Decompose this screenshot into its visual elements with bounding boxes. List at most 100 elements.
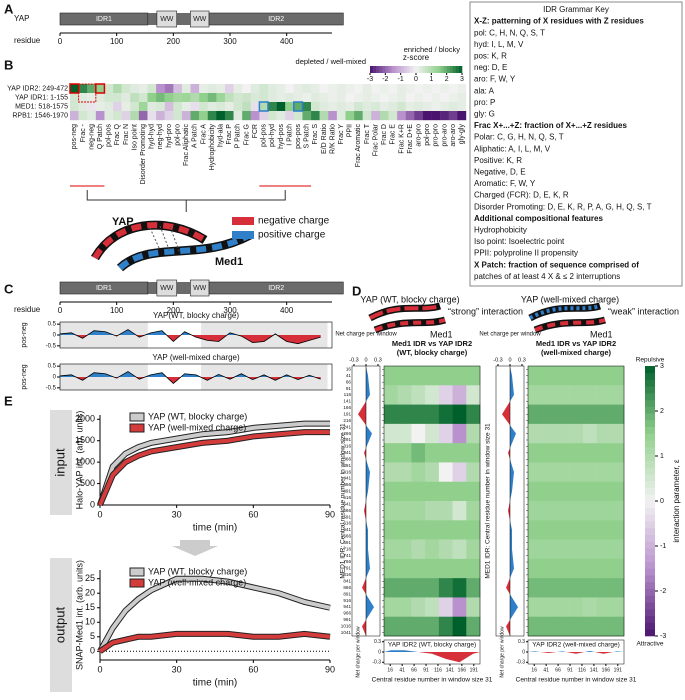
heat-cell — [397, 501, 412, 521]
heat-cell — [384, 616, 399, 637]
colorbar-step — [455, 66, 460, 73]
colorbar-step — [645, 602, 655, 610]
colorbar-step — [645, 447, 655, 455]
heat-cell — [569, 597, 584, 618]
heat-cell — [121, 93, 131, 103]
column-label: Frac Y — [338, 124, 345, 145]
heat-cell — [555, 616, 570, 637]
y-tick-label: 0 — [53, 333, 57, 339]
heat-cell — [397, 84, 406, 94]
y-axis-label: MED1 IDR: Central residue number in wind… — [340, 423, 347, 579]
y-tick-label: 291 — [343, 437, 351, 442]
column-label: R/K Ratio — [329, 124, 336, 154]
colorbar-tick-label: -3 — [367, 76, 373, 83]
heat-cell — [528, 616, 543, 637]
heat-cell — [311, 93, 320, 103]
colorbar-step — [645, 622, 655, 630]
heat-cell — [569, 462, 584, 483]
colorbar-tick-label: 1 — [429, 76, 433, 83]
colorbar-title: z-score — [403, 53, 430, 62]
heat-cell — [173, 84, 183, 94]
plot-frame — [527, 365, 625, 637]
y-tick-label: -0.5 — [46, 385, 57, 391]
y-tick-label: 366 — [343, 456, 351, 461]
legend-label: positive charge — [258, 230, 326, 241]
key-line: Polar: C, G, H, N, Q, S, T — [474, 133, 564, 142]
y-tick-label: 25 — [85, 573, 95, 583]
y-tick-label: 10 — [85, 617, 95, 627]
heat-cell — [596, 366, 611, 386]
legend-swatch — [232, 217, 254, 225]
heat-cell — [448, 111, 458, 121]
profile-tick-label: -0.3 — [516, 660, 525, 666]
heat-cell — [121, 111, 131, 121]
key-line: Charged (FCR): D, E, K, R — [474, 191, 569, 200]
heat-cell — [384, 578, 399, 598]
heat-cell — [610, 366, 625, 386]
y-tick-label: 500 — [80, 478, 95, 488]
row-label: RPB1: 1546-1970 — [12, 112, 68, 119]
y-tick-label: 341 — [343, 450, 351, 455]
heat-cell — [555, 597, 570, 618]
heat-cell — [147, 93, 157, 103]
heat-cell — [411, 616, 426, 637]
heat-cell — [555, 443, 570, 463]
heat-cell — [610, 616, 625, 637]
colorbar-step — [645, 588, 655, 596]
heat-cell — [452, 539, 467, 560]
heat-cell — [285, 93, 295, 103]
heat-cell — [138, 102, 148, 112]
heat-cell — [528, 558, 543, 579]
key-line: Additional compositional features — [474, 214, 603, 223]
heat-cell — [259, 111, 269, 121]
heat-cell — [224, 93, 234, 103]
heat-cell — [541, 481, 556, 502]
heat-cell — [130, 84, 140, 94]
profile-label: Net charge per window — [499, 626, 505, 678]
heat-cell — [528, 501, 543, 521]
colorbar-tick-label: -1 — [398, 76, 404, 83]
heat-cell — [328, 102, 338, 112]
colorbar-step — [645, 514, 655, 522]
key-line: ala: A — [474, 86, 495, 95]
profile-area — [528, 652, 624, 654]
column-label: I Patch — [286, 124, 293, 146]
line — [59, 329, 321, 345]
side-label: input — [52, 448, 67, 477]
colorbar-step — [452, 66, 457, 73]
column-label: Frac Q — [114, 123, 121, 145]
heat-cell — [555, 385, 570, 405]
domain — [208, 281, 344, 295]
heat-cell — [448, 102, 458, 112]
heat-cell — [302, 93, 312, 103]
x-tick-label: 41 — [399, 667, 405, 673]
heat-cell — [384, 423, 399, 444]
y-tick-label: 166 — [343, 405, 351, 410]
domain-label: IDR1 — [96, 285, 112, 292]
heat-cell — [448, 84, 458, 94]
heat-cell — [384, 462, 399, 483]
heat-cell — [569, 578, 584, 598]
heat-cell — [438, 443, 453, 463]
column-label: Hydrophobicity — [209, 124, 216, 171]
colorbar-step — [645, 582, 655, 590]
heat-cell — [397, 93, 406, 103]
heat-cell — [405, 93, 415, 103]
key-line: Hydrophobicity — [474, 226, 527, 235]
strand — [91, 220, 208, 261]
colorbar-step — [446, 66, 451, 73]
y-tick-label: 441 — [343, 476, 351, 481]
y-axis-label: MED1 IDR: Central residue number in wind… — [485, 423, 492, 579]
heat-cell — [379, 93, 389, 103]
heat-cell — [425, 423, 440, 444]
heat-cell — [384, 481, 399, 502]
heat-cell — [268, 84, 277, 94]
heat-cell — [582, 385, 597, 405]
bracket — [86, 190, 286, 212]
heat-cell — [452, 616, 467, 637]
y-tick-label: 0 — [53, 375, 57, 381]
colorbar-step — [391, 66, 395, 73]
heat-cell — [345, 84, 355, 94]
heat-cell — [181, 84, 191, 94]
key-line: pos: K, R — [474, 52, 507, 61]
